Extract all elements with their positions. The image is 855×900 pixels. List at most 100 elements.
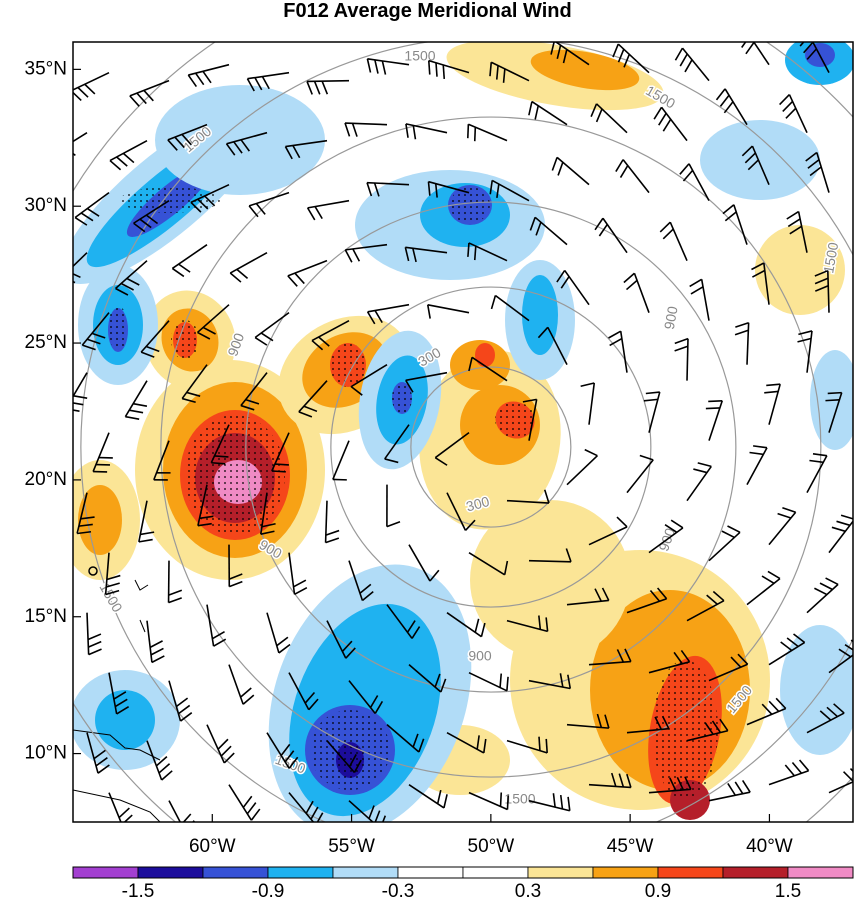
- barb-flag: [764, 390, 779, 394]
- barb-flag: [321, 80, 329, 95]
- barb-flag: [133, 402, 148, 407]
- barb-flag: [126, 277, 140, 286]
- barb-staff: [326, 740, 356, 773]
- barb-flag: [601, 587, 610, 601]
- barb-flag: [88, 648, 102, 656]
- lat-tick-label: 20°N: [25, 469, 67, 490]
- barb-flag: [199, 515, 214, 520]
- barb-flag: [174, 136, 185, 149]
- barb-flag: [706, 594, 718, 605]
- ring-label: 1500: [504, 791, 535, 807]
- barb-flag: [406, 620, 416, 633]
- range-ring: [330, 286, 652, 608]
- barb-flag: [618, 773, 625, 788]
- barb-flag: [761, 575, 775, 584]
- barb-staff: [248, 191, 290, 207]
- barb-flag: [168, 597, 182, 604]
- barb-staff: [196, 304, 230, 334]
- barb-flag: [120, 282, 134, 291]
- barb-flag: [197, 198, 209, 210]
- ring-label: 900: [468, 648, 492, 664]
- colorbar-swatch: [332, 866, 399, 879]
- barb-flag: [782, 100, 794, 112]
- barb-staff: [468, 242, 508, 262]
- barb-flag: [623, 54, 631, 68]
- lon-tick-label: 55°W: [328, 836, 375, 857]
- barb-flag: [255, 203, 266, 215]
- barb-flag: [550, 42, 555, 55]
- barb-flag: [261, 76, 270, 90]
- barb-flag: [77, 530, 92, 535]
- barb-flag: [341, 640, 353, 653]
- barb-flag: [115, 287, 129, 296]
- barb-flag: [489, 180, 494, 195]
- barb-staff: [708, 531, 741, 562]
- barb-flag: [534, 105, 540, 120]
- barb-flag: [556, 44, 562, 59]
- barb-flag: [151, 655, 165, 664]
- barb-flag: [284, 146, 293, 160]
- barb-flag: [836, 520, 851, 527]
- barb-flag: [464, 519, 476, 531]
- barb-flag: [596, 713, 603, 728]
- barb-flag: [483, 738, 487, 754]
- barb-flag: [775, 697, 787, 710]
- barb-staff: [108, 672, 118, 715]
- lat-tick-label: 10°N: [25, 743, 67, 764]
- colorbar-label: 0.9: [645, 881, 671, 900]
- barb-flag: [639, 454, 654, 461]
- barb-flag: [659, 221, 671, 233]
- barb-flag: [787, 218, 801, 228]
- barb-flag: [797, 337, 812, 343]
- barb-flag: [344, 122, 351, 137]
- barb-flag: [662, 228, 674, 240]
- barb-staff: [648, 391, 661, 433]
- barb-staff: [405, 371, 448, 382]
- barb-flag: [693, 468, 708, 474]
- colorbar-swatch: [592, 866, 659, 879]
- barb-staff: [828, 654, 853, 674]
- barb-flag: [741, 42, 747, 48]
- barb-flag: [805, 151, 818, 162]
- colorbar-label: -1.5: [122, 881, 155, 900]
- barb-staff: [806, 330, 813, 373]
- stipple-region: [330, 343, 366, 387]
- barb-flag: [229, 272, 242, 283]
- barb-flag: [418, 738, 425, 753]
- barb-staff: [428, 180, 470, 194]
- barb-staff: [367, 58, 410, 66]
- barb-flag: [325, 537, 340, 544]
- barb-staff: [746, 447, 768, 486]
- barb-flag: [654, 716, 663, 730]
- barb-staff: [531, 100, 568, 126]
- barb-staff: [386, 724, 420, 753]
- colorbar-swatch: [267, 866, 334, 879]
- barb-flag: [73, 272, 81, 279]
- barb-staff: [446, 612, 482, 638]
- barb-flag: [217, 738, 229, 750]
- barb-flag: [411, 626, 421, 639]
- barb-staff: [506, 619, 548, 633]
- barb-flag: [537, 326, 549, 339]
- barb-flag: [260, 332, 274, 342]
- barb-flag: [609, 337, 623, 347]
- barb-flag: [125, 415, 140, 420]
- barb-flag: [623, 272, 635, 284]
- barb-flag: [122, 152, 135, 164]
- colorbar-swatch: [72, 866, 139, 879]
- barb-flag: [674, 47, 684, 61]
- barb-flag: [136, 92, 147, 105]
- barb-flag: [467, 242, 470, 257]
- barb-flag: [506, 676, 509, 691]
- barb-staff: [228, 664, 244, 705]
- barb-flag: [313, 81, 321, 95]
- barb-staff: [669, 221, 688, 261]
- barb-flag: [175, 697, 189, 708]
- barb-flag: [109, 159, 122, 171]
- barb-flag: [434, 673, 441, 688]
- barb-flag: [814, 587, 828, 596]
- barb-flag: [129, 409, 144, 414]
- barb-flag: [204, 195, 216, 207]
- barb-flag: [473, 246, 477, 261]
- barb-flag: [293, 579, 307, 588]
